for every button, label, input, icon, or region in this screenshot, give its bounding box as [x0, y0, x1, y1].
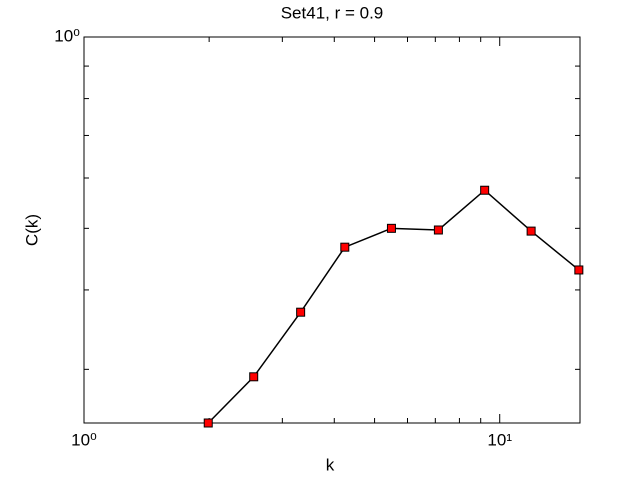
plot-area — [83, 36, 581, 424]
x-tick-label: 10¹ — [487, 430, 512, 449]
marker — [203, 418, 213, 428]
x-tick-label: 10⁰ — [71, 430, 97, 449]
marker — [249, 372, 259, 382]
x-axis-label: k — [326, 455, 335, 474]
marker — [526, 226, 536, 236]
chart-title: Set41, r = 0.9 — [281, 3, 384, 22]
y-tick-label: 10⁰ — [54, 26, 80, 45]
y-axis-label: C(k) — [22, 214, 41, 246]
marker — [296, 307, 306, 317]
marker — [574, 265, 584, 275]
marker — [386, 223, 396, 233]
marker — [340, 242, 350, 252]
marker — [480, 185, 490, 195]
marker — [433, 225, 443, 235]
